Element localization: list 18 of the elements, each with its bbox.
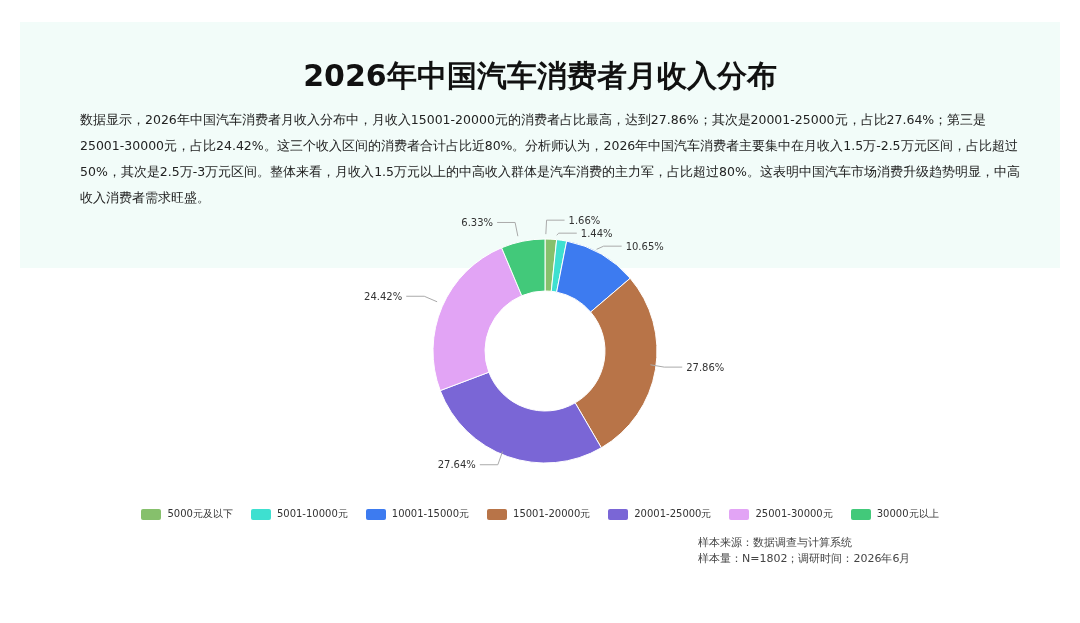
legend-label: 25001-30000元: [755, 507, 833, 521]
text: 样本来源：数据调查与计算系统: [698, 535, 853, 551]
data-label: 27.86%: [686, 361, 725, 373]
data-label: 1.66%: [568, 214, 601, 226]
legend-label: 20001-25000元: [634, 507, 712, 521]
data-label: 1.44%: [580, 227, 613, 239]
data-label: 6.33%: [461, 216, 494, 228]
data-label: 27.64%: [437, 459, 476, 471]
legend-label: 10001-15000元: [391, 507, 470, 521]
legend-label: 5001-10000元: [276, 507, 348, 521]
text: 样本量：N=1802；调研时间：2026年6月: [698, 551, 911, 567]
chart-title: 2026年中国汽车消费者月收入分布: [302, 57, 778, 95]
legend-label: 15001-20000元: [513, 507, 591, 521]
data-label: 24.42%: [364, 290, 403, 302]
legend-label: 5000元及以下: [167, 507, 233, 521]
data-label: 10.65%: [625, 240, 664, 252]
legend-label: 30000元以上: [876, 507, 939, 521]
chart-subtitle: 数据显示，2026年中国汽车消费者月收入分布中，月收入15001-20000元的消费者占比最高，达到27.86%；其次是20001-25000元，占比27.64%；第三是25001-30000元，占比24.42%。这三个收入区间的消费者合计占比近80%。分析师认为，2026年中国汽车消费者主要集中在月收入1.5万-2.5万元区间，占比超过50%，其次是2.5万-3万元区间。整体来看，月收入1.5万元以上的中高收入群体是汽车消费的主力军，占比超过80%。这表明中国汽车市场消费升级趋势明显，中高收入消费者需求旺盛。: [80, 111, 1020, 207]
